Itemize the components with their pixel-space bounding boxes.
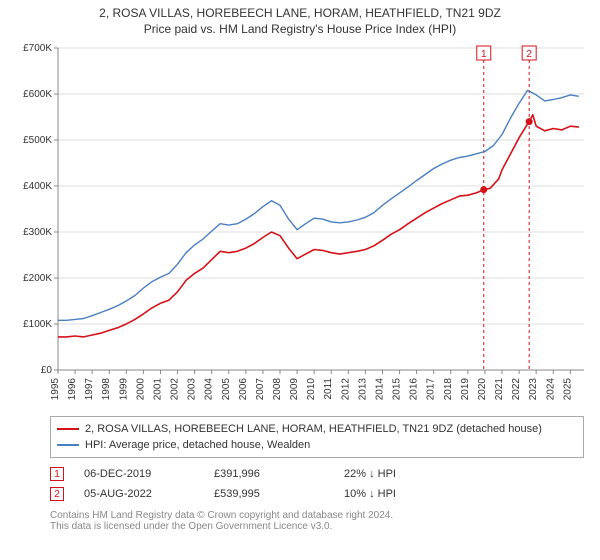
svg-text:2004: 2004 xyxy=(204,378,215,401)
svg-text:1996: 1996 xyxy=(67,378,78,401)
svg-text:2022: 2022 xyxy=(511,378,522,401)
svg-text:2005: 2005 xyxy=(221,378,232,401)
svg-text:2018: 2018 xyxy=(443,378,454,401)
chart-titles: 2, ROSA VILLAS, HOREBEECH LANE, HORAM, H… xyxy=(10,6,590,36)
footer-line-1: Contains HM Land Registry data © Crown c… xyxy=(50,510,584,521)
marker-delta: 22% ↓ HPI xyxy=(344,468,454,480)
legend-label: HPI: Average price, detached house, Weal… xyxy=(85,439,310,451)
legend-swatch xyxy=(57,444,79,446)
svg-text:2020: 2020 xyxy=(477,378,488,401)
legend: 2, ROSA VILLAS, HOREBEECH LANE, HORAM, H… xyxy=(50,416,584,458)
svg-text:2017: 2017 xyxy=(426,378,437,401)
svg-text:2023: 2023 xyxy=(528,378,539,401)
svg-text:2015: 2015 xyxy=(392,378,403,401)
svg-text:2009: 2009 xyxy=(289,378,300,401)
svg-text:1: 1 xyxy=(481,49,487,60)
svg-text:1997: 1997 xyxy=(84,378,95,401)
svg-text:2019: 2019 xyxy=(460,378,471,401)
svg-text:£0: £0 xyxy=(41,365,53,376)
svg-text:£700K: £700K xyxy=(23,43,52,54)
footer: Contains HM Land Registry data © Crown c… xyxy=(50,510,584,532)
legend-label: 2, ROSA VILLAS, HOREBEECH LANE, HORAM, H… xyxy=(85,423,542,435)
marker-badge: 1 xyxy=(50,467,64,481)
svg-text:2010: 2010 xyxy=(306,378,317,401)
svg-text:1999: 1999 xyxy=(118,378,129,401)
svg-text:£300K: £300K xyxy=(23,227,52,238)
svg-text:£200K: £200K xyxy=(23,273,52,284)
svg-text:1998: 1998 xyxy=(101,378,112,401)
marker-price: £539,995 xyxy=(214,488,324,500)
svg-text:£500K: £500K xyxy=(23,135,52,146)
svg-text:£100K: £100K xyxy=(23,319,52,330)
svg-text:2: 2 xyxy=(526,49,532,60)
marker-badge: 2 xyxy=(50,487,64,501)
svg-text:£600K: £600K xyxy=(23,89,52,100)
marker-delta: 10% ↓ HPI xyxy=(344,488,454,500)
chart-area: £0 £100K £200K £300K £400K £500K £600K £700K 199… xyxy=(10,40,590,410)
marker-row: 2 05-AUG-2022 £539,995 10% ↓ HPI xyxy=(50,484,584,504)
title-line-1: 2, ROSA VILLAS, HOREBEECH LANE, HORAM, H… xyxy=(10,6,590,20)
marker-table: 1 06-DEC-2019 £391,996 22% ↓ HPI 2 05-AU… xyxy=(50,464,584,504)
svg-text:2008: 2008 xyxy=(272,378,283,401)
svg-text:2002: 2002 xyxy=(170,378,181,401)
marker-price: £391,996 xyxy=(214,468,324,480)
svg-text:2003: 2003 xyxy=(187,378,198,401)
svg-text:1995: 1995 xyxy=(50,378,61,401)
footer-line-2: This data is licensed under the Open Gov… xyxy=(50,521,584,532)
svg-text:2021: 2021 xyxy=(494,378,505,401)
svg-text:2024: 2024 xyxy=(545,378,556,401)
svg-text:2016: 2016 xyxy=(409,378,420,401)
svg-text:2000: 2000 xyxy=(135,378,146,401)
svg-text:2007: 2007 xyxy=(255,378,266,401)
svg-text:2012: 2012 xyxy=(340,378,351,401)
marker-date: 05-AUG-2022 xyxy=(84,488,194,500)
svg-text:2014: 2014 xyxy=(374,378,385,401)
marker-row: 1 06-DEC-2019 £391,996 22% ↓ HPI xyxy=(50,464,584,484)
svg-text:2006: 2006 xyxy=(238,378,249,401)
svg-text:2025: 2025 xyxy=(562,378,573,401)
legend-row: 2, ROSA VILLAS, HOREBEECH LANE, HORAM, H… xyxy=(57,421,577,437)
title-line-2: Price paid vs. HM Land Registry's House … xyxy=(10,22,590,36)
legend-swatch xyxy=(57,428,79,430)
marker-date: 06-DEC-2019 xyxy=(84,468,194,480)
svg-text:£400K: £400K xyxy=(23,181,52,192)
svg-text:2013: 2013 xyxy=(357,378,368,401)
legend-row: HPI: Average price, detached house, Weal… xyxy=(57,437,577,453)
line-chart: £0 £100K £200K £300K £400K £500K £600K £700K 199… xyxy=(10,40,590,410)
svg-text:2001: 2001 xyxy=(152,378,163,401)
svg-text:2011: 2011 xyxy=(323,378,334,400)
